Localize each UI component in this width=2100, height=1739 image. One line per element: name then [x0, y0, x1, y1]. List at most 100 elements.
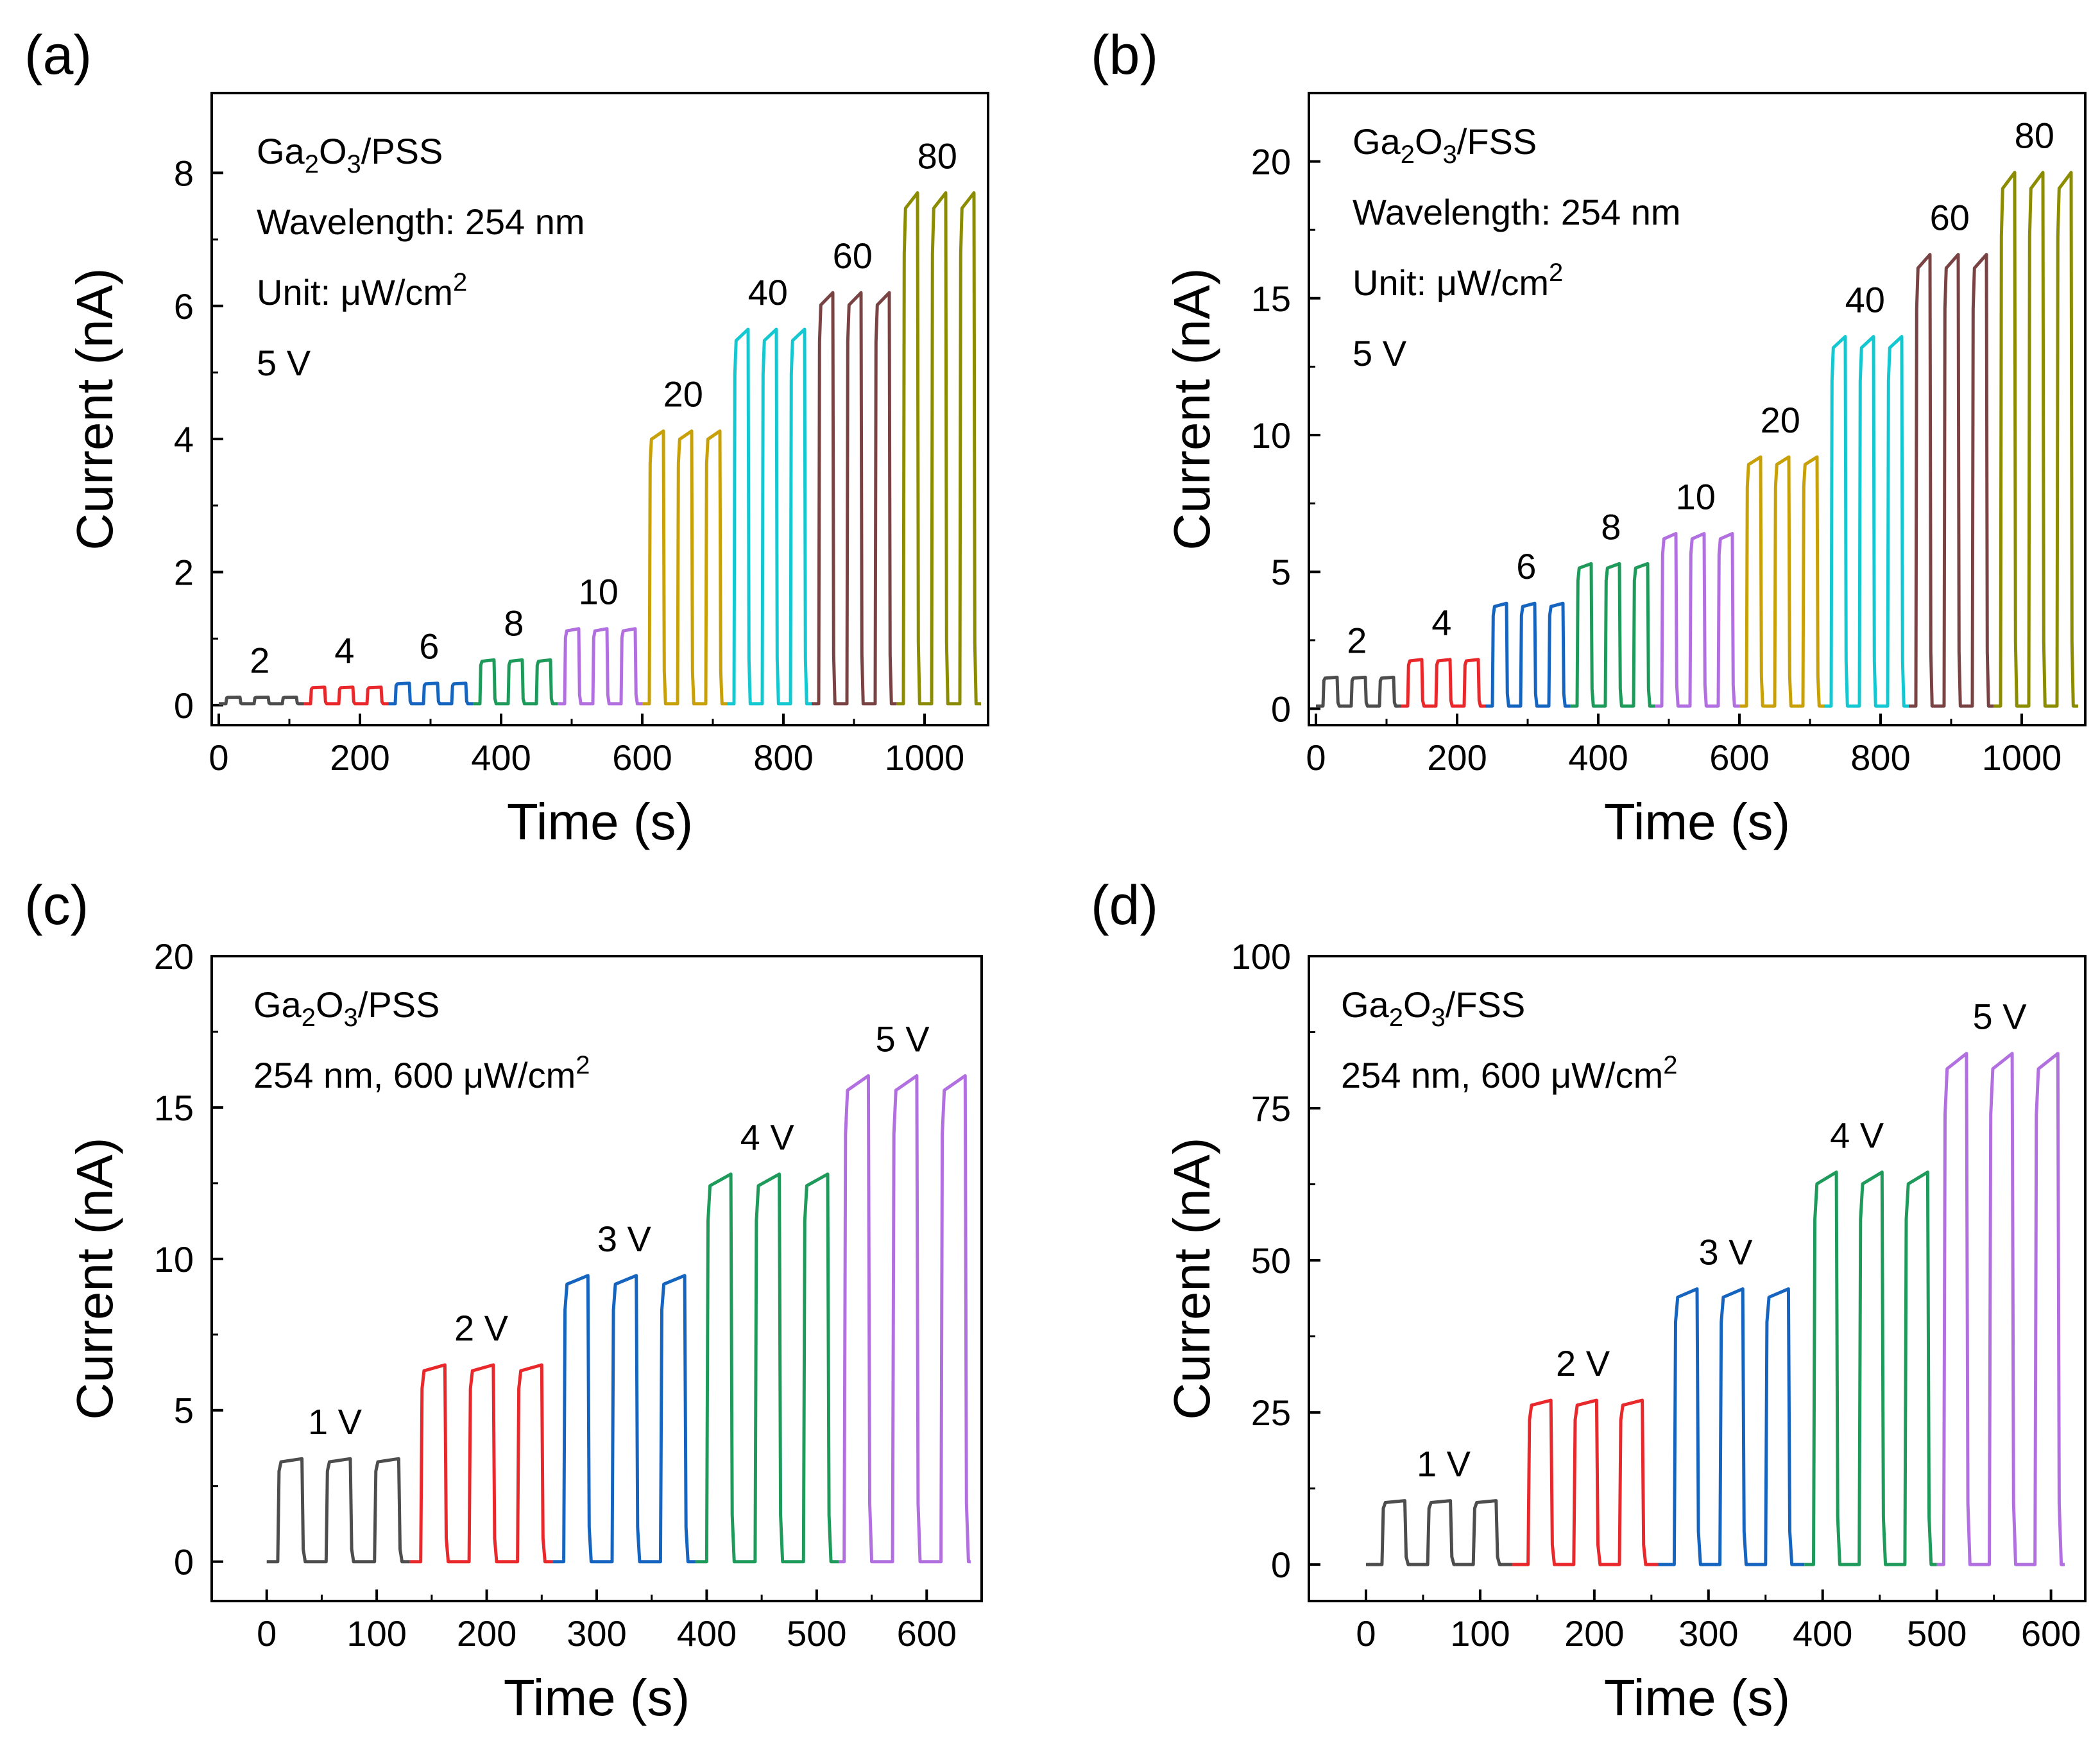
y-tick-label: 15 [154, 1088, 194, 1128]
x-axis-label: Time (s) [507, 793, 693, 850]
annotation: Unit: μW/cm2 [1353, 259, 1563, 303]
y-tick-label: 50 [1251, 1240, 1291, 1281]
series-label: 1 V [308, 1401, 363, 1442]
series-trace [1658, 1287, 1805, 1566]
series-trace [839, 1074, 971, 1564]
x-tick-label: 400 [1793, 1613, 1852, 1654]
series-trace [303, 685, 388, 706]
series-trace [266, 1457, 410, 1564]
x-tick-label: 100 [1450, 1613, 1510, 1654]
annotation: 5 V [1353, 333, 1407, 373]
series-trace [1824, 335, 1909, 708]
x-axis-label: Time (s) [1604, 1669, 1790, 1726]
series-trace [1316, 675, 1401, 708]
y-tick-label: 15 [1251, 278, 1291, 319]
x-tick-label: 600 [612, 737, 672, 778]
annotation: 254 nm, 600 μW/cm2 [1341, 1051, 1677, 1095]
annotation: Unit: μW/cm2 [257, 268, 467, 313]
y-tick-label: 20 [1251, 142, 1291, 182]
y-tick-label: 5 [174, 1391, 194, 1431]
series-label: 5 V [1973, 997, 2027, 1037]
series-label: 1 V [1417, 1444, 1471, 1484]
x-tick-label: 800 [753, 737, 813, 778]
y-tick-label: 0 [174, 685, 194, 726]
annotation: 5 V [257, 343, 311, 383]
annotation: Wavelength: 254 nm [257, 201, 585, 242]
annotation: Ga2O3/PSS [253, 984, 440, 1032]
y-tick-label: 0 [174, 1542, 194, 1582]
y-tick-label: 75 [1251, 1088, 1291, 1129]
series-label: 60 [833, 236, 873, 276]
panel-label: (a) [24, 24, 92, 86]
series-label: 2 [250, 640, 269, 680]
y-tick-label: 8 [174, 153, 194, 193]
series-label: 4 [1431, 603, 1451, 643]
series-label: 40 [1845, 280, 1885, 320]
x-tick-label: 600 [897, 1613, 957, 1654]
x-tick-label: 0 [209, 737, 228, 778]
x-tick-label: 500 [1907, 1613, 1967, 1654]
x-tick-label: 0 [257, 1613, 277, 1654]
series-trace [1512, 1398, 1659, 1566]
y-tick-label: 4 [174, 419, 194, 459]
panel-3: (d) 0 100 200 300 400 500 600 0 25 50 75 100 Time (s)… [1091, 875, 2087, 1726]
plot-frame [1308, 955, 2087, 1602]
panel-1: (b) 0 200 400 600 800 1000 0 5 10 15 20 Time (s) Curr… [1091, 24, 2087, 850]
x-tick-label: 200 [1427, 737, 1487, 778]
series-label: 4 V [740, 1117, 795, 1158]
series-trace [642, 429, 727, 706]
x-tick-label: 200 [1564, 1613, 1624, 1654]
series-trace [1485, 601, 1570, 708]
x-tick-label: 400 [471, 737, 531, 778]
y-axis-label: Current (nA) [66, 268, 123, 550]
series-label: 60 [1930, 198, 1970, 238]
series-trace [1993, 171, 2078, 708]
x-tick-label: 100 [346, 1613, 406, 1654]
series-label: 8 [1601, 506, 1621, 547]
series-label: 4 [334, 630, 354, 671]
x-axis-label: Time (s) [504, 1669, 690, 1726]
x-tick-label: 300 [1678, 1613, 1738, 1654]
series-trace [896, 191, 981, 706]
y-tick-label: 10 [154, 1239, 194, 1280]
annotation: Wavelength: 254 nm [1353, 192, 1681, 232]
series-label: 6 [419, 626, 439, 667]
series-label: 2 V [1556, 1343, 1610, 1383]
panel-label: (d) [1091, 875, 1158, 936]
y-tick-label: 10 [1251, 415, 1291, 456]
series-trace [1366, 1499, 1512, 1566]
y-tick-label: 20 [154, 936, 194, 977]
series-trace [558, 627, 642, 706]
x-tick-label: 0 [1356, 1613, 1376, 1654]
panel-label: (b) [1091, 24, 1158, 86]
y-axis-label: Current (nA) [1163, 1137, 1220, 1419]
y-axis-label: Current (nA) [1163, 268, 1220, 550]
series-trace [1804, 1170, 1937, 1566]
x-tick-label: 800 [1850, 737, 1910, 778]
series-label: 10 [1676, 477, 1716, 517]
series-label: 2 V [454, 1308, 509, 1348]
series-label: 10 [579, 572, 619, 612]
series-label: 20 [663, 374, 703, 415]
x-tick-label: 500 [787, 1613, 846, 1654]
x-tick-label: 400 [1568, 737, 1628, 778]
series-trace [473, 658, 558, 706]
series-label: 3 V [597, 1219, 652, 1259]
x-tick-label: 300 [567, 1613, 626, 1654]
panel-label: (c) [24, 875, 89, 936]
series-label: 3 V [1698, 1232, 1753, 1272]
plot-frame [1308, 92, 2087, 726]
series-trace [388, 681, 473, 706]
series-trace [727, 327, 812, 706]
annotation: Ga2O3/FSS [1353, 121, 1537, 169]
series-label: 4 V [1830, 1115, 1884, 1156]
x-tick-label: 1000 [1982, 737, 2062, 778]
series-trace [409, 1363, 553, 1564]
series-label: 8 [504, 603, 524, 643]
x-tick-label: 600 [1709, 737, 1769, 778]
series-label: 2 [1347, 620, 1367, 660]
x-tick-label: 1000 [885, 737, 965, 778]
annotation: Ga2O3/FSS [1341, 984, 1525, 1032]
series-trace [1739, 455, 1824, 708]
